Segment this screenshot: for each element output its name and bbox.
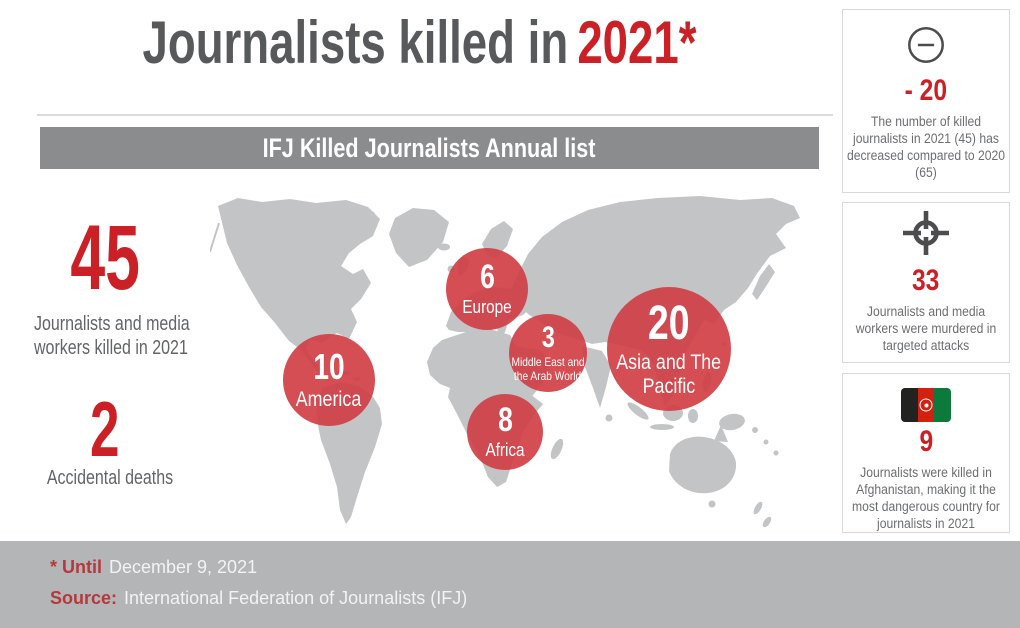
region-bubble-asia-pacific: 20 Asia and The Pacific bbox=[607, 287, 731, 411]
title-year: 2021* bbox=[576, 9, 697, 76]
divider-line bbox=[37, 114, 833, 116]
region-bubble-europe: 6 Europe bbox=[446, 248, 528, 330]
minus-circle-icon bbox=[905, 24, 947, 71]
bubble-label: Asia and The bbox=[616, 350, 722, 374]
source-prefix: Source: bbox=[50, 588, 118, 608]
card-text: Journalists were killed in Afghanistan, … bbox=[852, 465, 1000, 531]
bubble-value: 6 bbox=[479, 258, 495, 297]
card-decrease: - 20 The number of killed journalists in… bbox=[842, 9, 1010, 193]
bubble-label: Europe bbox=[462, 297, 512, 318]
card-value: 9 bbox=[919, 425, 933, 458]
bubble-label: Middle East and bbox=[511, 355, 585, 370]
card-value: - 20 bbox=[904, 74, 948, 107]
bubble-value: 20 bbox=[648, 296, 690, 350]
card-murdered: 33 Journalists and media workers were mu… bbox=[842, 202, 1010, 363]
footnote: * Until December 9, 2021 bbox=[50, 557, 257, 578]
bubble-label: Africa bbox=[485, 440, 525, 461]
region-bubble-middle-east: 3 Middle East and the Arab World bbox=[509, 314, 587, 392]
bubble-label: the Arab World bbox=[514, 368, 582, 383]
card-value: 33 bbox=[912, 264, 940, 297]
region-bubble-africa: 8 Africa bbox=[467, 394, 543, 470]
total-killed-value: 45 bbox=[70, 207, 140, 309]
source-line: Source: International Federation of Journ… bbox=[50, 588, 467, 609]
bubble-value: 10 bbox=[313, 345, 345, 387]
title-text: Journalists killed in bbox=[141, 9, 568, 76]
footnote-prefix: * Until bbox=[50, 557, 102, 577]
bubble-value: 8 bbox=[497, 401, 513, 440]
card-afghanistan: 9 Journalists were killed in Afghanistan… bbox=[842, 373, 1010, 533]
footer: * Until December 9, 2021 Source: Internati… bbox=[0, 541, 1020, 628]
accidental-deaths-value: 2 bbox=[90, 385, 120, 473]
bubble-label: America bbox=[296, 387, 362, 411]
total-killed-label: Journalists and media workers killed in … bbox=[34, 313, 190, 359]
page-title: Journalists killed in 2021* bbox=[0, 10, 838, 76]
footnote-date: December 9, 2021 bbox=[109, 557, 258, 577]
card-text: The number of killed journalists in 2021… bbox=[846, 114, 1006, 180]
afghanistan-flag-icon bbox=[901, 388, 951, 422]
region-bubble-america: 10 America bbox=[283, 334, 375, 426]
card-text: Journalists and media workers were murde… bbox=[855, 304, 997, 353]
crosshair-icon bbox=[902, 210, 950, 261]
banner-label: IFJ Killed Journalists Annual list bbox=[263, 133, 596, 163]
bubble-value: 3 bbox=[541, 321, 555, 355]
banner: IFJ Killed Journalists Annual list bbox=[40, 127, 819, 169]
source-text: International Federation of Journalists … bbox=[124, 588, 468, 608]
bubble-label: Pacific bbox=[642, 374, 696, 398]
accidental-deaths-label: Accidental deaths bbox=[46, 467, 174, 489]
